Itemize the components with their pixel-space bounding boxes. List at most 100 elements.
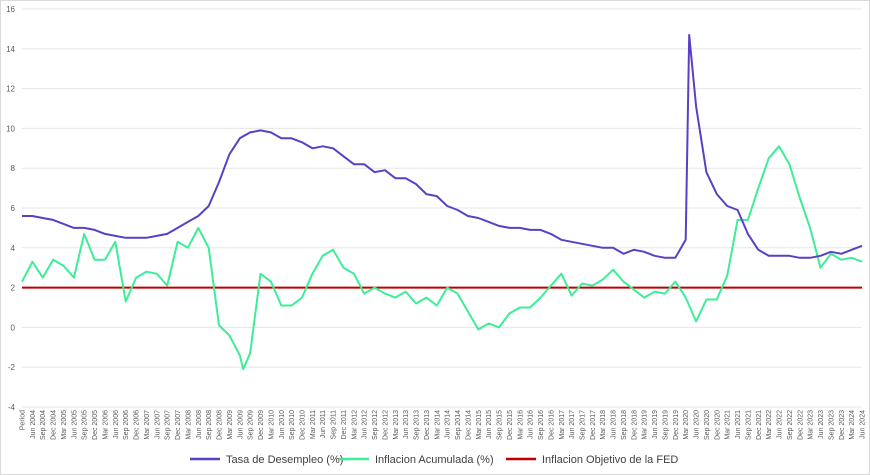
x-tick-label: Sep 2021 bbox=[745, 410, 752, 440]
x-tick-label: Jun 2005 bbox=[71, 410, 78, 439]
gridlines bbox=[22, 8, 862, 408]
x-tick-label: Jun 2010 bbox=[279, 410, 286, 439]
legend-label-fed: Inflacion Objetivo de la FED bbox=[542, 454, 678, 466]
x-tick-label: Sep 2010 bbox=[289, 410, 296, 440]
legend: Tasa de Desempleo (%) Inflacion Acumulad… bbox=[190, 454, 678, 466]
series-lines bbox=[21, 33, 863, 371]
x-tick-label: Jun 2017 bbox=[569, 410, 576, 439]
x-tick-label: Mar 2023 bbox=[808, 410, 815, 440]
x-tick-label: Mar 2016 bbox=[517, 410, 524, 440]
x-tick-label: Sep 2017 bbox=[580, 410, 587, 440]
x-tick-label: Dec 2007 bbox=[175, 410, 182, 440]
x-tick-label: Jun 2007 bbox=[154, 410, 161, 439]
x-tick-label: Mar 2024 bbox=[849, 410, 856, 440]
x-tick-label: Mar 2022 bbox=[766, 410, 773, 440]
x-tick-label: Jun 2020 bbox=[694, 410, 701, 439]
legend-label-inflacion: Inflacion Acumulada (%) bbox=[375, 454, 494, 466]
x-tick-label: Sep 2008 bbox=[206, 410, 213, 440]
x-tick-label: Jun 2012 bbox=[362, 410, 369, 439]
x-tick-label: Sep 2023 bbox=[828, 410, 835, 440]
x-tick-label: Dec 2011 bbox=[341, 410, 348, 440]
y-axis-tick-labels: -4 -2 0 2 4 6 8 10 12 14 16 bbox=[6, 5, 15, 412]
x-tick-label: Dec 2021 bbox=[756, 410, 763, 440]
x-tick-label: Sep 2013 bbox=[414, 410, 421, 440]
y-tick-label: 16 bbox=[6, 5, 15, 14]
y-tick-label: 6 bbox=[11, 204, 16, 213]
y-tick-label: 12 bbox=[6, 85, 15, 94]
x-tick-label: Mar 2021 bbox=[725, 410, 732, 440]
x-tick-label: Mar 2010 bbox=[268, 410, 275, 440]
x-tick-label: Mar 2018 bbox=[600, 410, 607, 440]
x-tick-label: Dec 2009 bbox=[258, 410, 265, 440]
x-tick-label: Mar 2013 bbox=[393, 410, 400, 440]
x-tick-label: Jun 2011 bbox=[320, 410, 327, 438]
x-tick-label: Dec 2004 bbox=[51, 410, 58, 440]
x-tick-label: Sep 2014 bbox=[455, 410, 462, 440]
y-tick-label: -4 bbox=[8, 403, 16, 412]
x-tick-label: Sep 2019 bbox=[662, 410, 669, 440]
y-tick-label: -2 bbox=[8, 363, 16, 372]
x-tick-label: Mar 2015 bbox=[476, 410, 483, 440]
y-tick-label: 4 bbox=[11, 244, 16, 253]
x-tick-label: Dec 2017 bbox=[590, 410, 597, 440]
x-tick-label: Jun 2014 bbox=[445, 410, 452, 439]
x-tick-label: Sep 2009 bbox=[248, 410, 255, 440]
x-tick-label: Jun 2016 bbox=[528, 410, 535, 439]
x-axis-tick-labels: Period Jun 2004 Sep 2004 Dec 2004 Mar 2005 Ju… bbox=[20, 410, 867, 440]
y-tick-label: 0 bbox=[11, 323, 16, 332]
x-tick-label: Sep 2020 bbox=[704, 410, 711, 440]
x-tick-label: Mar 2005 bbox=[61, 410, 68, 440]
x-tick-label: Sep 2012 bbox=[372, 410, 379, 440]
x-tick-label: Sep 2018 bbox=[621, 410, 628, 440]
x-tick-label: Mar 2014 bbox=[434, 410, 441, 440]
x-tick-label: Jun 2021 bbox=[735, 410, 742, 439]
x-tick-label: Mar 2017 bbox=[559, 410, 566, 440]
x-tick-label: Sep 2006 bbox=[123, 410, 130, 440]
x-tick-label: Jun 2009 bbox=[237, 410, 244, 439]
x-tick-label: Dec 2006 bbox=[134, 410, 141, 440]
x-tick-label: Jun 2023 bbox=[818, 410, 825, 439]
x-tick-label: Mar 2011 bbox=[310, 410, 317, 439]
series-line-inflacion bbox=[21, 145, 863, 371]
x-tick-label: Mar 2012 bbox=[351, 410, 358, 440]
x-tick-label: Dec 2016 bbox=[548, 410, 555, 440]
legend-label-desempleo: Tasa de Desempleo (%) bbox=[226, 454, 343, 466]
x-tick-label: Jun 2024 bbox=[860, 410, 867, 439]
x-tick-label: Sep 2007 bbox=[165, 410, 172, 440]
x-tick-label: Jun 2022 bbox=[777, 410, 784, 439]
x-tick-label: Sep 2016 bbox=[538, 410, 545, 440]
x-tick-label: Dec 2023 bbox=[839, 410, 846, 440]
x-tick-label: Dec 2010 bbox=[300, 410, 307, 440]
x-tick-label: Jun 2006 bbox=[113, 410, 120, 439]
y-tick-label: 8 bbox=[11, 164, 16, 173]
x-tick-label: Period bbox=[20, 410, 27, 430]
x-tick-label: Mar 2020 bbox=[683, 410, 690, 440]
x-tick-label: Dec 2013 bbox=[424, 410, 431, 440]
y-tick-label: 2 bbox=[11, 284, 16, 293]
x-tick-label: Dec 2005 bbox=[92, 410, 99, 440]
x-tick-label: Mar 2009 bbox=[227, 410, 234, 440]
x-tick-label: Dec 2012 bbox=[382, 410, 389, 440]
x-tick-label: Sep 2005 bbox=[82, 410, 89, 440]
y-tick-label: 14 bbox=[6, 45, 15, 54]
x-tick-label: Sep 2015 bbox=[497, 410, 504, 440]
x-tick-label: Jun 2004 bbox=[30, 410, 37, 439]
x-tick-label: Sep 2004 bbox=[40, 410, 47, 440]
y-tick-label: 10 bbox=[6, 124, 15, 133]
x-tick-label: Mar 2019 bbox=[642, 410, 649, 440]
x-tick-label: Dec 2014 bbox=[465, 410, 472, 440]
series-line-desempleo bbox=[22, 33, 863, 259]
x-tick-label: Jun 2018 bbox=[611, 410, 618, 439]
x-tick-label: Dec 2015 bbox=[507, 410, 514, 440]
x-tick-label: Jun 2008 bbox=[196, 410, 203, 439]
x-tick-label: Dec 2018 bbox=[631, 410, 638, 440]
x-tick-label: Jun 2013 bbox=[403, 410, 410, 439]
x-tick-label: Jun 2019 bbox=[652, 410, 659, 439]
x-tick-label: Jun 2015 bbox=[486, 410, 493, 439]
x-tick-label: Dec 2008 bbox=[217, 410, 224, 440]
x-tick-label: Sep 2011 bbox=[331, 410, 338, 440]
x-tick-label: Mar 2008 bbox=[185, 410, 192, 440]
x-tick-label: Mar 2006 bbox=[102, 410, 109, 440]
x-tick-label: Mar 2007 bbox=[144, 410, 151, 440]
